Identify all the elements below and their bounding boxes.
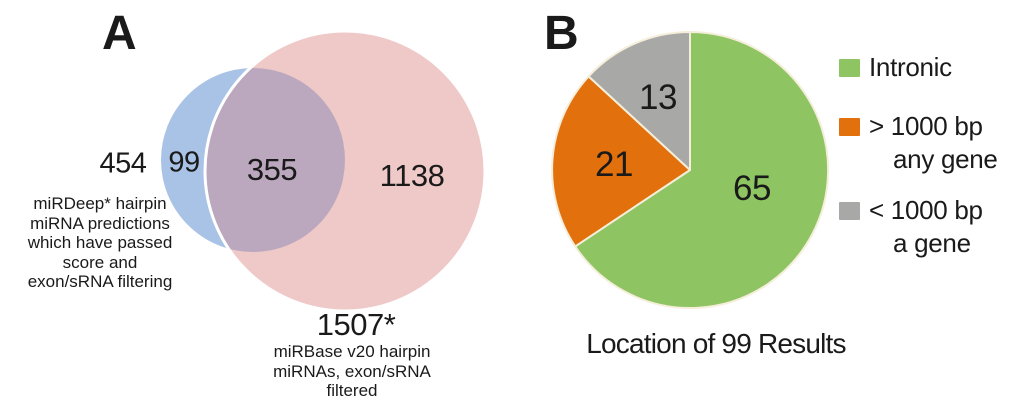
venn-overlap-region <box>205 68 345 252</box>
venn-left-only-count: 99 <box>168 146 200 179</box>
legend-label-intronic: Intronic <box>869 52 952 82</box>
venn-overlap-count: 355 <box>246 152 298 187</box>
pie-chart-title: Location of 99 Results <box>586 328 846 359</box>
legend-swatch-gt-1000bp <box>839 118 860 136</box>
pie-value-intronic: 65 <box>733 169 771 208</box>
pie-slice-intronic <box>574 31 830 309</box>
legend-item-lt-1000bp: < 1000 bp a gene <box>839 194 983 260</box>
venn-right-only-count: 1138 <box>379 158 445 193</box>
pie-value-gt-1000bp: 21 <box>595 145 633 184</box>
venn-left-total-count: 454 <box>99 147 147 180</box>
legend-label-lt-1000bp-line2: a gene <box>893 228 971 258</box>
legend-item-gt-1000bp: > 1000 bp any gene <box>839 110 998 176</box>
panel-b-label: B <box>544 7 579 60</box>
venn-right-circle-outline <box>203 29 487 313</box>
legend-label-gt-1000bp-line2: any gene <box>893 144 998 174</box>
panel-a-label: A <box>102 7 137 60</box>
legend-label-gt-1000bp-line1: > 1000 bp <box>869 111 983 141</box>
legend-label-lt-1000bp-line1: < 1000 bp <box>869 195 983 225</box>
pie-chart <box>551 31 830 309</box>
pie-slice-gt-1000bp <box>551 75 691 248</box>
pie-value-lt-1000bp: 13 <box>639 78 677 117</box>
legend-swatch-intronic <box>839 59 860 77</box>
venn-right-total-count: 1507* <box>316 307 396 342</box>
pie-slice-lt-1000bp <box>587 31 691 171</box>
legend-item-intronic: Intronic <box>839 51 952 84</box>
venn-left-caption: miRDeep* hairpin miRNA predictions which… <box>27 194 173 291</box>
venn-right-caption: miRBase v20 hairpin miRNAs, exon/sRNA fi… <box>273 342 431 400</box>
legend-swatch-lt-1000bp <box>839 202 860 220</box>
